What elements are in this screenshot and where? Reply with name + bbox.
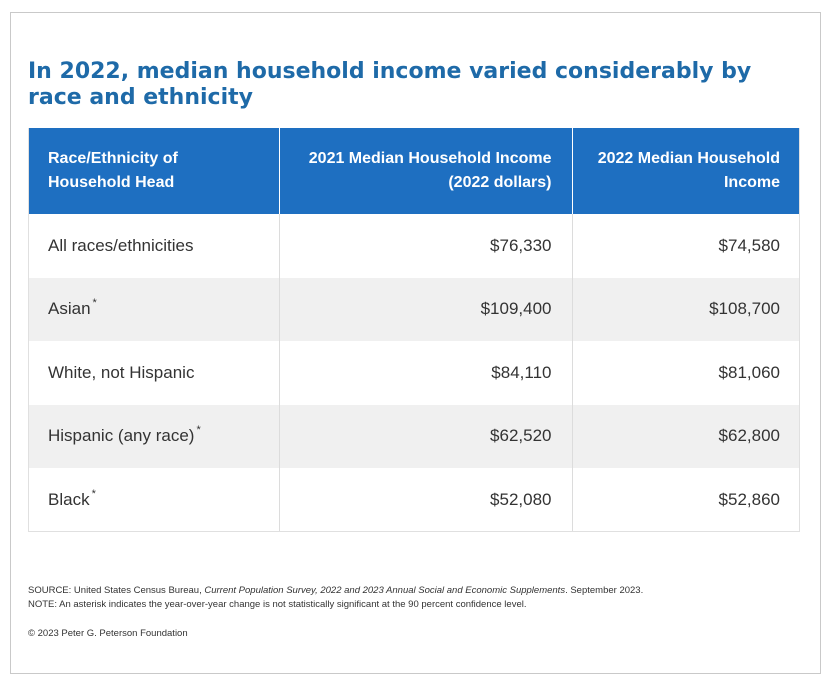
- source-title: Current Population Survey, 2022 and 2023…: [204, 585, 566, 596]
- row-label: Hispanic (any race): [48, 426, 195, 446]
- source-note: SOURCE: United States Census Bureau, Cur…: [28, 584, 808, 598]
- table-row: White, not Hispanic $84,110 $81,060: [28, 341, 800, 405]
- value-2021-cell: $62,520: [279, 404, 573, 468]
- table-header-row: Race/Ethnicity of Household Head 2021 Me…: [28, 128, 800, 214]
- table-row: Black * $52,080 $52,860: [28, 468, 800, 532]
- row-label-cell: Asian *: [28, 277, 280, 341]
- asterisk-marker: *: [92, 297, 97, 310]
- row-label-cell: Black *: [28, 468, 280, 532]
- asterisk-marker: *: [196, 424, 201, 437]
- row-label-cell: Hispanic (any race) *: [28, 404, 280, 468]
- value-2021-cell: $76,330: [279, 214, 573, 278]
- value-2021-cell: $52,080: [279, 468, 573, 532]
- row-label: White, not Hispanic: [48, 362, 195, 382]
- table-row: Asian * $109,400 $108,700: [28, 277, 800, 341]
- chart-card: In 2022, median household income varied …: [10, 12, 821, 674]
- source-suffix: . September 2023.: [565, 585, 644, 596]
- row-label: Asian: [48, 299, 91, 319]
- value-2022-cell: $81,060: [718, 362, 780, 382]
- table-row: All races/ethnicities $76,330 $74,580: [28, 214, 800, 278]
- asterisk-marker: *: [91, 487, 96, 500]
- row-label: All races/ethnicities: [48, 235, 194, 255]
- value-2022-cell: $52,860: [718, 489, 780, 509]
- value-2022-cell: $74,580: [718, 235, 780, 255]
- copyright: © 2023 Peter G. Peterson Foundation: [28, 628, 188, 639]
- income-table: Race/Ethnicity of Household Head 2021 Me…: [28, 128, 800, 532]
- value-2022-cell: $108,700: [572, 277, 800, 341]
- value-2021-cell: $84,110: [279, 341, 573, 405]
- source-prefix: SOURCE: United States Census Bureau,: [28, 585, 205, 596]
- value-2021-cell: $109,400: [279, 277, 573, 341]
- chart-title: In 2022, median household income varied …: [28, 59, 752, 110]
- footnotes: SOURCE: United States Census Bureau, Cur…: [28, 584, 808, 612]
- column-header-2021: 2021 Median Household Income (2022 dolla…: [279, 128, 573, 214]
- asterisk-note: NOTE: An asterisk indicates the year-ove…: [28, 599, 527, 610]
- table-row: Hispanic (any race) * $62,520 $62,800: [28, 404, 800, 468]
- row-label-cell: All races/ethnicities: [28, 214, 280, 278]
- row-label-cell: White, not Hispanic: [28, 341, 280, 405]
- row-label: Black: [48, 489, 90, 509]
- column-header-2022: 2022 Median Household Income: [572, 128, 800, 214]
- column-header-race: Race/Ethnicity of Household Head: [28, 128, 280, 214]
- value-2022-cell: $62,800: [572, 404, 800, 468]
